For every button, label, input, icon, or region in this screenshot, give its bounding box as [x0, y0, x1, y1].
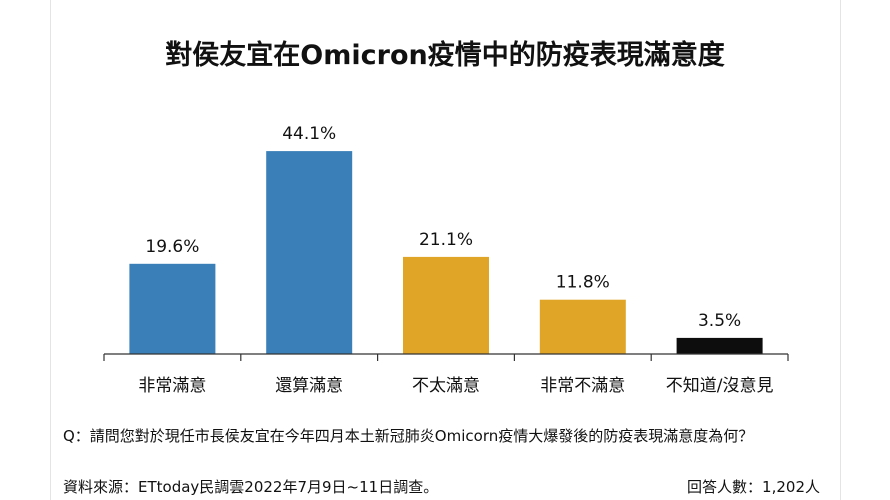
bar-3: [539, 299, 626, 354]
value-label-2: 21.1%: [419, 230, 473, 250]
bar-2: [403, 256, 489, 354]
category-label-4: 不知道/沒意見: [666, 376, 774, 396]
labels-group: 19.6% 非常滿意 44.1% 還算滿意 21.1% 不太滿意 11.8% 非常不滿意 3.5…: [138, 124, 773, 396]
category-label-1: 還算滿意: [275, 376, 343, 396]
bar-1: [266, 151, 353, 354]
value-label-1: 44.1%: [282, 124, 336, 144]
axis-group: [103, 353, 789, 361]
category-label-0: 非常滿意: [138, 376, 206, 396]
bar-0: [129, 263, 216, 354]
bar-4: [676, 337, 763, 354]
value-label-3: 11.8%: [556, 273, 610, 293]
value-label-0: 19.6%: [145, 237, 199, 257]
survey-question: Q：請問您對於現任市長侯友宜在今年四月本土新冠肺炎Omicorn疫情大爆發後的防…: [63, 427, 754, 445]
value-label-4: 3.5%: [698, 311, 741, 331]
category-label-2: 不太滿意: [412, 376, 480, 396]
chart-title: 對侯友宜在Omicron疫情中的防疫表現滿意度: [165, 40, 725, 71]
chart-frame: [50, 0, 841, 500]
data-source: 資料來源：ETtoday民調雲2022年7月9日~11日調查。: [63, 478, 439, 496]
bars-group: [129, 151, 763, 354]
respondent-count: 回答人數：1,202人: [687, 478, 820, 496]
category-label-3: 非常不滿意: [540, 376, 625, 396]
